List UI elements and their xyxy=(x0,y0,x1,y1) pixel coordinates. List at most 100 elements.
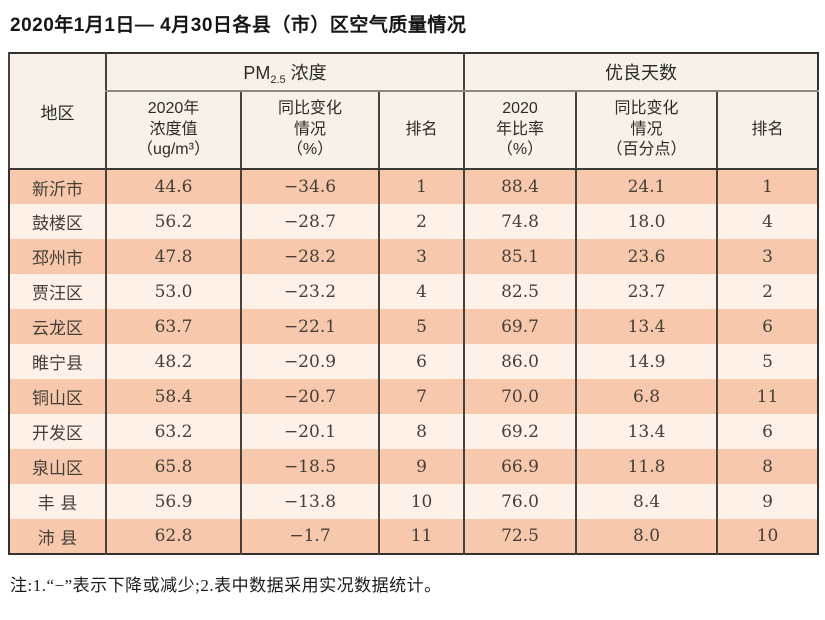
table-header: 地区 PM2.5 浓度 优良天数 2020年 浓度值 （ug/m³） 同比变化 情… xyxy=(8,53,819,170)
cell-pm-value: 48.2 xyxy=(105,344,241,379)
cell-days-rank: 9 xyxy=(716,484,819,519)
cell-days-rate: 70.0 xyxy=(463,379,577,414)
cell-pm-value: 63.7 xyxy=(105,309,241,344)
cell-region: 云龙区 xyxy=(32,319,83,339)
cell-pm-value: 62.8 xyxy=(105,519,241,554)
cell-region: 睢宁县 xyxy=(32,354,83,374)
cell-pm-change: −18.5 xyxy=(240,449,379,484)
cell-region: 贾汪区 xyxy=(32,284,83,304)
cell-days-rank: 10 xyxy=(716,519,819,554)
table-row: 云龙区 63.7 −22.1 5 69.7 13.4 6 xyxy=(9,309,819,344)
cell-pm-rank: 7 xyxy=(377,379,465,414)
page-title: 2020年1月1日— 4月30日各县（市）区空气质量情况 xyxy=(10,15,467,36)
cell-region: 铜山区 xyxy=(32,389,83,409)
cell-region: 鼓楼区 xyxy=(32,214,83,234)
cell-days-rate: 76.0 xyxy=(463,484,577,519)
cell-pm-change: −23.2 xyxy=(240,274,379,309)
cell-pm-change: −28.2 xyxy=(240,239,379,274)
cell-pm-rank: 1 xyxy=(377,169,465,204)
cell-pm-value: 65.8 xyxy=(105,449,241,484)
group-header-good-days: 优良天数 xyxy=(463,53,819,92)
cell-pm-rank: 3 xyxy=(377,239,465,274)
cell-pm-value: 58.4 xyxy=(105,379,241,414)
cell-days-change: 6.8 xyxy=(575,379,718,414)
table-row: 泉山区 65.8 −18.5 9 66.9 11.8 8 xyxy=(9,449,819,484)
table-row: 铜山区 58.4 −20.7 7 70.0 6.8 11 xyxy=(9,379,819,414)
cell-pm-change: −20.9 xyxy=(240,344,379,379)
cell-region: 丰 县 xyxy=(37,494,78,514)
cell-pm-value: 53.0 xyxy=(105,274,241,309)
header-group-row: 地区 PM2.5 浓度 优良天数 xyxy=(8,53,819,170)
pm25-label-subscript: 2.5 xyxy=(270,73,286,86)
footnote: 注:1.“−”表示下降或减少;2.表中数据采用实况数据统计。 xyxy=(10,576,442,595)
cell-days-rank: 6 xyxy=(716,309,819,344)
cell-days-rate: 74.8 xyxy=(463,204,577,239)
cell-days-rank: 1 xyxy=(716,169,819,204)
cell-days-rate: 66.9 xyxy=(463,449,577,484)
cell-pm-rank: 8 xyxy=(377,414,465,449)
cell-days-rank: 4 xyxy=(716,204,819,239)
cell-pm-value: 44.6 xyxy=(105,169,241,204)
col-header-region: 地区 xyxy=(8,53,106,170)
cell-days-change: 13.4 xyxy=(575,309,718,344)
table-row: 睢宁县 48.2 −20.9 6 86.0 14.9 5 xyxy=(9,344,819,379)
page: 2020年1月1日— 4月30日各县（市）区空气质量情况 地区 PM2.5 浓度 … xyxy=(8,15,820,595)
cell-pm-change: −20.1 xyxy=(240,414,379,449)
cell-days-rank: 11 xyxy=(716,379,819,414)
cell-pm-rank: 10 xyxy=(377,484,465,519)
cell-days-rank: 2 xyxy=(716,274,819,309)
table-body: 新沂市 44.6 −34.6 1 88.4 24.1 1 鼓楼区 56.2 −2… xyxy=(9,169,819,554)
cell-pm-rank: 9 xyxy=(377,449,465,484)
cell-pm-change: −13.8 xyxy=(240,484,379,519)
cell-days-rate: 86.0 xyxy=(463,344,577,379)
cell-days-rate: 72.5 xyxy=(463,519,577,554)
col-header-days-rate: 2020 年比率 （%） xyxy=(463,91,577,170)
col-header-days-change: 同比变化 情况 （百分点） xyxy=(575,91,718,170)
cell-days-change: 14.9 xyxy=(575,344,718,379)
cell-days-rank: 5 xyxy=(716,344,819,379)
cell-pm-change: −28.7 xyxy=(240,204,379,239)
cell-days-change: 23.7 xyxy=(575,274,718,309)
cell-pm-rank: 4 xyxy=(377,274,465,309)
cell-region: 新沂市 xyxy=(32,179,83,200)
table-row: 贾汪区 53.0 −23.2 4 82.5 23.7 2 xyxy=(9,274,819,309)
cell-pm-change: −22.1 xyxy=(240,309,379,344)
col-header-pm-change: 同比变化 情况 （%） xyxy=(240,91,379,170)
cell-days-change: 24.1 xyxy=(575,169,718,204)
cell-days-change: 8.0 xyxy=(575,519,718,554)
air-quality-table: 地区 PM2.5 浓度 优良天数 2020年 浓度值 （ug/m³） 同比变化 情… xyxy=(8,52,820,555)
cell-pm-value: 56.9 xyxy=(105,484,241,519)
table-row: 开发区 63.2 −20.1 8 69.2 13.4 6 xyxy=(9,414,819,449)
cell-pm-change: −34.6 xyxy=(240,169,379,204)
header-sub-row: 2020年 浓度值 （ug/m³） 同比变化 情况 （%） 排名 2020 年比… xyxy=(9,91,819,170)
cell-days-change: 8.4 xyxy=(575,484,718,519)
col-header-pm-rank: 排名 xyxy=(377,91,465,170)
cell-region: 泉山区 xyxy=(32,459,83,479)
cell-days-rate: 85.1 xyxy=(463,239,577,274)
pm25-label-rest: 浓度 xyxy=(290,62,327,83)
cell-days-rate: 82.5 xyxy=(463,274,577,309)
pm25-label-main: PM xyxy=(243,62,271,83)
cell-pm-change: −20.7 xyxy=(240,379,379,414)
group-header-pm25: PM2.5 浓度 xyxy=(104,53,465,92)
cell-days-change: 11.8 xyxy=(575,449,718,484)
table-row: 新沂市 44.6 −34.6 1 88.4 24.1 1 xyxy=(9,169,819,204)
cell-days-rank: 6 xyxy=(716,414,819,449)
table-row: 丰 县 56.9 −13.8 10 76.0 8.4 9 xyxy=(9,484,819,519)
cell-pm-change: −1.7 xyxy=(240,519,379,554)
cell-days-change: 13.4 xyxy=(575,414,718,449)
col-header-days-rank: 排名 xyxy=(716,91,819,170)
cell-pm-rank: 2 xyxy=(377,204,465,239)
cell-pm-rank: 6 xyxy=(377,344,465,379)
cell-pm-value: 47.8 xyxy=(105,239,241,274)
cell-pm-rank: 11 xyxy=(377,519,465,554)
table-row: 鼓楼区 56.2 −28.7 2 74.8 18.0 4 xyxy=(9,204,819,239)
table-row: 沛 县 62.8 −1.7 11 72.5 8.0 10 xyxy=(9,519,819,554)
cell-days-change: 23.6 xyxy=(575,239,718,274)
cell-days-change: 18.0 xyxy=(575,204,718,239)
col-header-pm-value: 2020年 浓度值 （ug/m³） xyxy=(105,91,241,170)
cell-days-rate: 69.2 xyxy=(463,414,577,449)
cell-days-rate: 69.7 xyxy=(463,309,577,344)
cell-region: 开发区 xyxy=(32,424,83,444)
cell-days-rank: 8 xyxy=(716,449,819,484)
